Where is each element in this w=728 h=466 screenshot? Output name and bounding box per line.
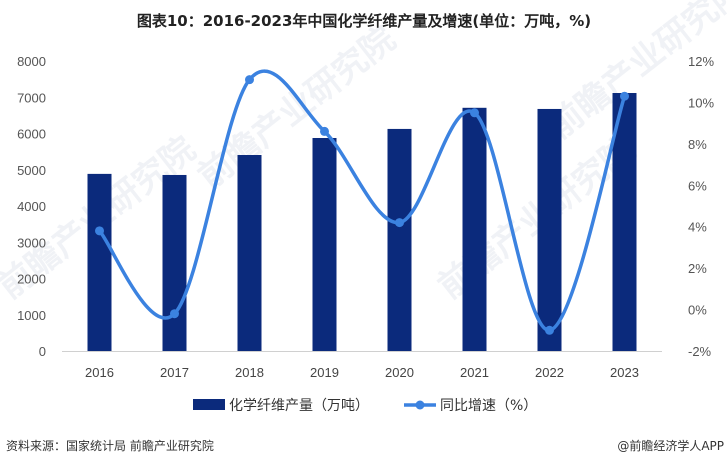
chart-title: 图表10：2016-2023年中国化学纤维产量及增速(单位：万吨，%) xyxy=(136,12,592,30)
x-axis-label: 2021 xyxy=(460,365,489,380)
bar-2020 xyxy=(387,128,412,351)
left-axis-tick: 1000 xyxy=(17,308,46,323)
right-axis-tick: 6% xyxy=(688,178,707,193)
left-axis-tick: 2000 xyxy=(17,272,46,287)
left-axis-tick: 4000 xyxy=(17,199,46,214)
x-axis-label: 2023 xyxy=(610,365,639,380)
bar-2021 xyxy=(462,107,487,351)
right-axis-tick: 0% xyxy=(688,303,707,318)
right-axis-tick: 8% xyxy=(688,137,707,152)
left-axis-tick: 7000 xyxy=(17,90,46,105)
x-axis-label: 2022 xyxy=(535,365,564,380)
legend-bar-label: 化学纤维产量（万吨） xyxy=(229,398,369,414)
x-axis-label: 2018 xyxy=(235,365,264,380)
right-axis-tick: -2% xyxy=(688,344,712,359)
credit-note: @前瞻经济学人APP xyxy=(617,439,724,453)
source-note: 资料来源：国家统计局 前瞻产业研究院 xyxy=(6,439,214,453)
right-axis-tick: 4% xyxy=(688,220,707,235)
watermark-text: 前瞻产业研究院 xyxy=(191,19,403,197)
right-axis-tick: 12% xyxy=(688,54,714,69)
growth-point-2019 xyxy=(320,126,329,136)
bar-2018 xyxy=(237,154,262,351)
x-axis-label: 2020 xyxy=(385,365,414,380)
left-axis-tick: 3000 xyxy=(17,235,46,250)
growth-point-2021 xyxy=(470,108,479,118)
growth-point-2017 xyxy=(170,309,179,319)
bar-2022 xyxy=(537,108,562,352)
x-axis-label: 2017 xyxy=(160,365,189,380)
growth-point-2023 xyxy=(620,91,629,101)
chart-canvas: 前瞻产业研究院前瞻产业研究院前瞻产业研究院前瞻产业研究院010002000300… xyxy=(0,0,728,414)
left-axis-tick: 8000 xyxy=(17,54,46,69)
legend-line-label: 同比增速（%） xyxy=(440,398,537,414)
right-axis-tick: 2% xyxy=(688,261,707,276)
bar-2017 xyxy=(162,174,187,351)
left-axis-tick: 5000 xyxy=(17,163,46,178)
bar-2023 xyxy=(612,93,637,351)
left-axis-tick: 0 xyxy=(39,344,46,359)
growth-point-2020 xyxy=(395,218,404,228)
bar-2019 xyxy=(312,137,337,351)
legend-line-marker xyxy=(415,400,425,410)
growth-point-2022 xyxy=(545,325,554,335)
growth-point-2018 xyxy=(245,75,254,85)
legend-bar-swatch xyxy=(193,399,225,410)
growth-point-2016 xyxy=(95,226,104,236)
x-axis-label: 2016 xyxy=(85,365,114,380)
bar-2016 xyxy=(87,173,112,351)
x-axis-label: 2019 xyxy=(310,365,339,380)
left-axis-tick: 6000 xyxy=(17,127,46,142)
right-axis-tick: 10% xyxy=(688,95,714,110)
